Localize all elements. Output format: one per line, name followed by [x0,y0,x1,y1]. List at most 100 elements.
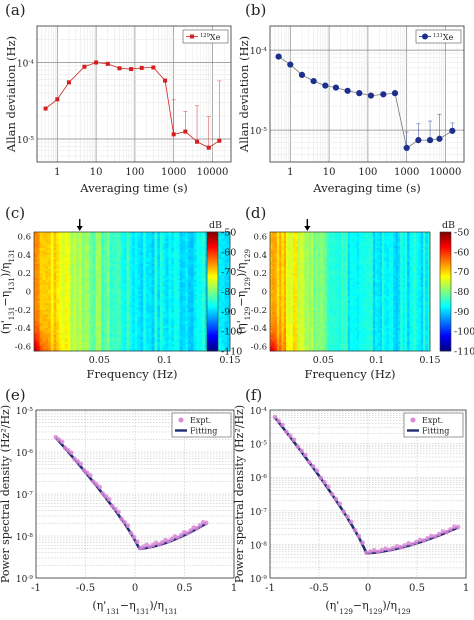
heatmap-cell [190,330,194,334]
heatmap-cell [218,293,222,297]
heatmap-cell [36,266,40,270]
heatmap-cell [356,245,360,249]
heatmap-cell [384,236,387,240]
heatmap-cell [322,261,326,265]
heatmap-cell [92,282,96,286]
heatmap-cell [363,236,367,240]
heatmap-cell [115,289,119,292]
heatmap-cell [104,232,108,235]
heatmap-cell [98,252,102,256]
heatmap-cell [118,261,122,265]
heatmap-cell [92,254,96,258]
heatmap-cell [218,257,222,260]
heatmap-cell [165,325,169,329]
heatmap-cell [76,309,80,313]
heatmap-cell [101,282,105,286]
heatmap-cell [98,241,102,244]
heatmap-cell [50,245,54,249]
heatmap-cell [126,248,130,251]
heatmap-cell [104,314,108,318]
heatmap-cell [36,323,40,327]
heatmap-cell [350,257,353,260]
heatmap-cell [120,289,124,292]
heatmap-cell [363,241,367,244]
heatmap-cell [132,296,136,299]
heatmap-cell [42,328,46,331]
heatmap-cell [384,241,387,244]
heatmap-cell [179,314,183,318]
heatmap-cell [196,307,200,311]
heatmap-cell [70,339,74,343]
heatmap-cell [174,259,178,263]
heatmap-cell [115,332,119,336]
heatmap-cell [297,250,301,253]
heatmap-cell [109,284,113,288]
heatmap-cell [148,323,152,327]
heatmap-cell [56,318,60,322]
heatmap-cell [53,348,57,352]
heatmap-cell [179,298,183,302]
heatmap-cell [171,232,175,235]
heatmap-cell [39,250,43,253]
heatmap-cell [157,236,161,240]
heatmap-cell [115,291,119,295]
heatmap-cell [402,234,406,237]
heatmap-cell [98,243,102,247]
heatmap-cell [270,264,273,267]
heatmap-cell [377,252,381,256]
heatmap-cell [148,236,152,240]
heatmap-cell [336,236,339,240]
heatmap-cell [95,248,99,251]
heatmap-cell [87,282,91,286]
heatmap-cell [92,232,96,235]
heatmap-cell [274,232,278,235]
heatmap-cell [176,337,180,340]
heatmap-cell [188,254,192,258]
heatmap-cell [224,273,228,276]
heatmap-cell [154,236,158,240]
heatmap-cell [168,332,172,336]
heatmap-cell [81,257,85,260]
heatmap-cell [59,300,63,304]
heatmap-cell [50,305,54,308]
heatmap-cell [73,298,77,302]
heatmap-cell [359,243,362,247]
heatmap-cell [137,300,141,304]
heatmap-cell [384,234,387,237]
heatmap-cell [70,238,74,242]
heatmap-cell [409,254,413,258]
heatmap-cell [297,245,301,249]
heatmap-cell [143,348,147,352]
heatmap-cell [84,243,88,247]
heatmap-cell [50,330,54,334]
heatmap-cell [118,270,122,274]
heatmap-cell [90,346,94,350]
heatmap-cell [59,346,63,350]
heatmap-cell [204,232,208,235]
heatmap-cell [160,325,164,329]
heatmap-cell [81,282,85,286]
heatmap-cell [70,293,74,297]
heatmap-cell [73,232,77,235]
heatmap-cell [427,259,431,263]
heatmap-cell [174,337,178,340]
heatmap-cell [90,337,94,340]
heatmap-cell [221,321,225,324]
heatmap-cell [311,264,314,267]
heatmap-cell [176,348,180,352]
heatmap-cell [160,337,164,340]
heatmap-cell [148,328,152,331]
heatmap-cell [120,346,124,350]
heatmap-cell [76,312,80,315]
y-axis-label-part: (η' [0,320,12,334]
heatmap-cell [196,341,200,345]
heatmap-cell [70,332,74,336]
heatmap-cell [297,252,301,256]
heatmap-cell [176,259,180,263]
heatmap-cell [165,273,169,276]
heatmap-cell [190,312,194,315]
heatmap-cell [318,232,321,235]
heatmap-cell [279,259,282,263]
heatmap-cell [118,318,122,322]
y-axis-label: (η'131−η131)/η131 [0,249,16,334]
